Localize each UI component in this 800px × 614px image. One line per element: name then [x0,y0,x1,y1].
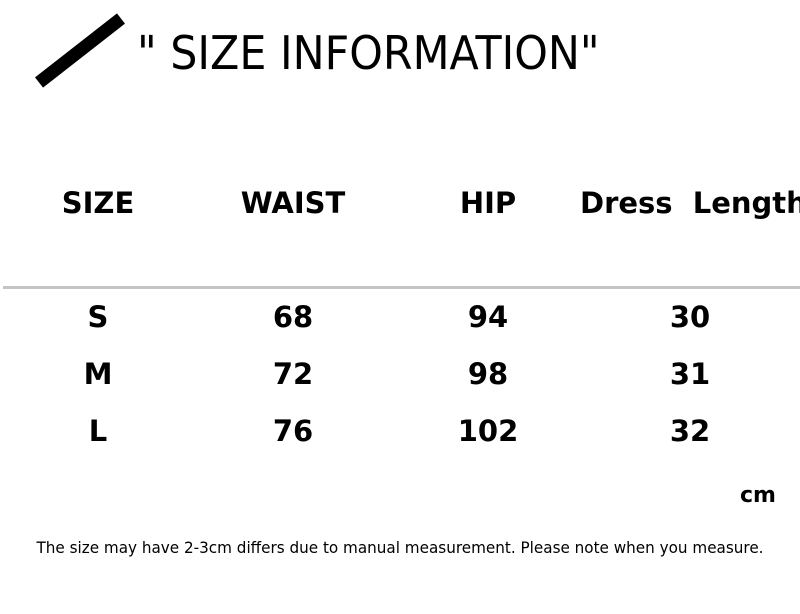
cell-hip: 98 [467,357,509,391]
cell-size: S [87,300,109,334]
unit-label: cm [740,483,776,508]
header-dress-length: Dress Length [580,186,800,220]
cell-size: M [83,357,113,391]
measurement-note: The size may have 2-3cm differs due to m… [36,538,764,557]
cell-dress-length: 32 [669,414,711,448]
cell-waist: 76 [272,414,314,448]
cell-dress-length: 30 [669,300,711,334]
cell-waist: 68 [272,300,314,334]
cell-hip: 94 [467,300,509,334]
header-hip: HIP [459,186,517,220]
cell-dress-length: 31 [669,357,711,391]
cell-size: L [88,414,108,448]
page-title: " SIZE INFORMATION" [137,26,600,80]
header-size: SIZE [61,186,135,220]
header-waist: WAIST [240,186,346,220]
cell-hip: 102 [457,414,519,448]
cell-waist: 72 [272,357,314,391]
header-divider [3,286,800,289]
slash-decoration-icon [35,13,125,88]
